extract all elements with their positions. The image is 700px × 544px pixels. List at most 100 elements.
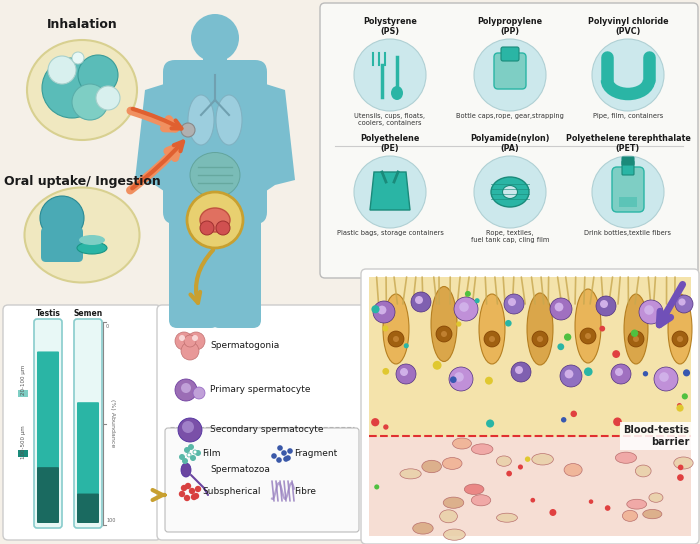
Circle shape — [474, 156, 546, 228]
Text: Semen: Semen — [74, 309, 103, 318]
Circle shape — [436, 326, 452, 342]
Text: Fibre: Fibre — [294, 486, 316, 496]
Circle shape — [374, 484, 379, 490]
Ellipse shape — [79, 235, 105, 245]
FancyBboxPatch shape — [494, 53, 526, 89]
Circle shape — [565, 369, 573, 379]
Circle shape — [505, 320, 512, 326]
Circle shape — [195, 450, 201, 456]
Circle shape — [639, 300, 663, 324]
Bar — [369, 277, 691, 437]
Circle shape — [525, 456, 531, 462]
Circle shape — [612, 350, 620, 358]
Circle shape — [554, 302, 564, 311]
Circle shape — [187, 332, 205, 350]
Ellipse shape — [496, 513, 517, 522]
Circle shape — [371, 418, 379, 426]
Circle shape — [200, 221, 214, 235]
FancyBboxPatch shape — [163, 60, 267, 224]
Circle shape — [40, 196, 84, 240]
Circle shape — [557, 343, 564, 350]
Ellipse shape — [216, 95, 242, 145]
Circle shape — [285, 455, 290, 461]
Ellipse shape — [626, 499, 647, 509]
Circle shape — [178, 418, 202, 442]
Ellipse shape — [643, 509, 662, 519]
Text: Bottle caps,rope, gear,strapping: Bottle caps,rope, gear,strapping — [456, 113, 564, 119]
Text: Testis: Testis — [36, 309, 60, 318]
Ellipse shape — [413, 523, 433, 534]
Circle shape — [584, 367, 593, 376]
Circle shape — [411, 292, 431, 312]
Circle shape — [613, 417, 622, 426]
Circle shape — [465, 291, 471, 297]
Text: Oral uptake/ Ingestion: Oral uptake/ Ingestion — [4, 175, 160, 188]
Circle shape — [277, 445, 283, 451]
Circle shape — [508, 298, 516, 306]
Circle shape — [678, 299, 685, 306]
Circle shape — [373, 301, 395, 323]
Ellipse shape — [400, 469, 421, 479]
Circle shape — [191, 14, 239, 62]
Circle shape — [672, 331, 688, 347]
Ellipse shape — [77, 242, 107, 254]
Ellipse shape — [453, 438, 471, 449]
Circle shape — [515, 366, 523, 374]
Circle shape — [284, 456, 289, 462]
Polygon shape — [253, 80, 295, 200]
Circle shape — [631, 330, 638, 337]
Ellipse shape — [503, 186, 517, 199]
FancyBboxPatch shape — [77, 402, 99, 496]
Circle shape — [184, 495, 190, 501]
Circle shape — [550, 509, 556, 516]
Circle shape — [677, 336, 683, 342]
Circle shape — [191, 494, 197, 500]
Circle shape — [486, 419, 494, 428]
Circle shape — [175, 332, 193, 350]
Circle shape — [193, 387, 205, 399]
Text: Polypropylene
(PP): Polypropylene (PP) — [477, 17, 542, 36]
Ellipse shape — [444, 529, 466, 540]
Circle shape — [179, 335, 185, 341]
Circle shape — [659, 372, 668, 382]
Text: Plastic bags, storage containers: Plastic bags, storage containers — [337, 230, 443, 236]
Circle shape — [454, 297, 478, 321]
Circle shape — [179, 454, 185, 460]
Ellipse shape — [25, 188, 139, 282]
Text: (%) Abundance: (%) Abundance — [111, 399, 116, 448]
Ellipse shape — [674, 457, 693, 469]
Circle shape — [518, 465, 523, 469]
Circle shape — [189, 488, 195, 494]
Text: Drink bottles,textile fibers: Drink bottles,textile fibers — [584, 230, 671, 236]
Circle shape — [589, 499, 594, 504]
Text: Polyethelene
(PE): Polyethelene (PE) — [360, 134, 420, 153]
Text: Blood-testis
barrier: Blood-testis barrier — [623, 425, 689, 447]
Circle shape — [181, 342, 199, 360]
Circle shape — [382, 325, 389, 331]
Circle shape — [628, 331, 644, 347]
Circle shape — [396, 364, 416, 384]
FancyBboxPatch shape — [622, 161, 634, 175]
Circle shape — [456, 322, 461, 327]
Ellipse shape — [190, 152, 240, 197]
Circle shape — [276, 457, 282, 463]
Circle shape — [677, 474, 684, 481]
Circle shape — [615, 368, 623, 376]
Circle shape — [415, 296, 423, 304]
FancyBboxPatch shape — [501, 47, 519, 61]
Ellipse shape — [442, 458, 462, 469]
Circle shape — [281, 450, 287, 456]
Circle shape — [181, 485, 187, 491]
Text: Spermatogonia: Spermatogonia — [210, 341, 279, 349]
Ellipse shape — [491, 177, 529, 207]
Ellipse shape — [636, 465, 651, 477]
FancyBboxPatch shape — [203, 54, 227, 80]
Ellipse shape — [440, 510, 457, 523]
Circle shape — [485, 376, 493, 385]
Circle shape — [195, 486, 201, 492]
Circle shape — [605, 505, 610, 511]
Circle shape — [190, 455, 196, 461]
Circle shape — [393, 336, 399, 342]
Circle shape — [185, 483, 191, 489]
Text: Polyvinyl chloride
(PVC): Polyvinyl chloride (PVC) — [588, 17, 668, 36]
